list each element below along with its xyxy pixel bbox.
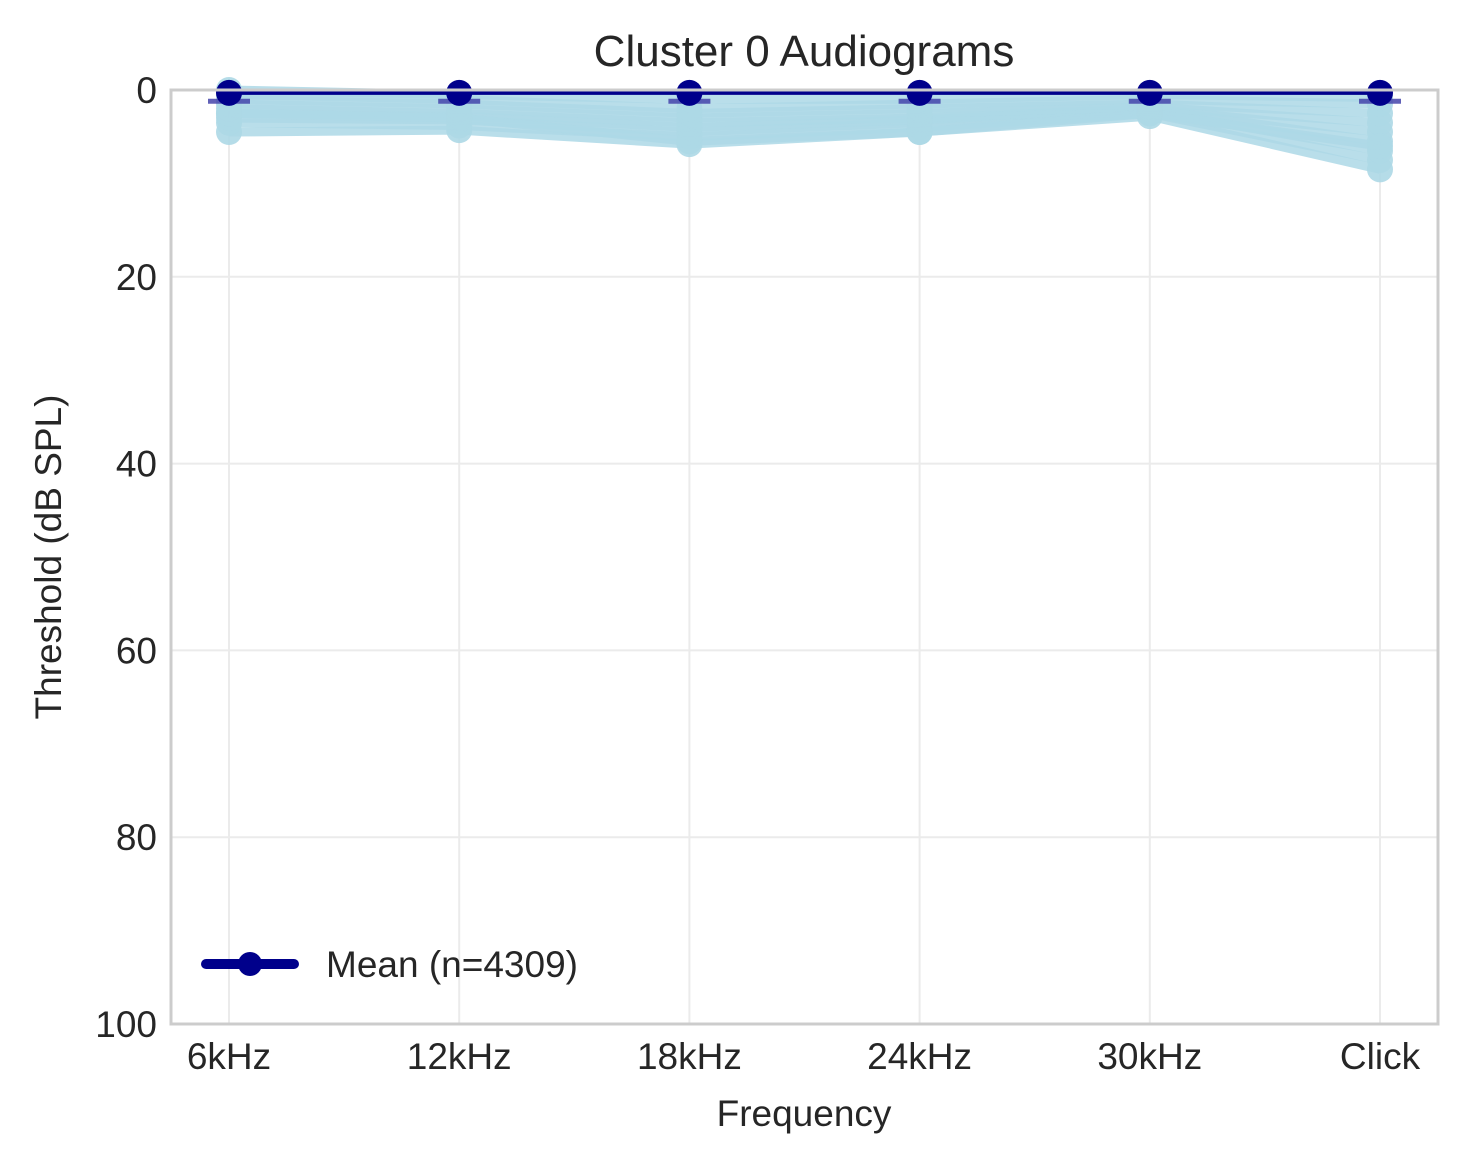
y-tick-label: 80 — [116, 817, 157, 858]
mean-point — [1367, 79, 1393, 106]
mean-point — [676, 79, 703, 106]
x-tick-label: 30kHz — [1097, 1036, 1202, 1077]
individual-line — [228, 108, 1381, 151]
x-tick-label: 24kHz — [867, 1036, 972, 1077]
plot-frame — [169, 88, 1440, 1026]
x-tick-label: 12kHz — [407, 1036, 512, 1077]
mean-point — [906, 79, 933, 106]
legend: Mean (n=4309) — [201, 944, 578, 985]
y-tick-label: 20 — [116, 257, 157, 298]
y-axis-label: Threshold (dB SPL) — [28, 395, 69, 720]
y-tick-label: 100 — [95, 1004, 157, 1045]
individual-point — [1136, 100, 1163, 127]
x-tick-label: Click — [1340, 1036, 1421, 1077]
x-tick-label: 6kHz — [187, 1036, 271, 1077]
individual-point — [676, 128, 703, 155]
mean-point — [446, 79, 473, 106]
y-tick-label: 60 — [116, 630, 157, 671]
chart-title: Cluster 0 Audiograms — [594, 27, 1015, 76]
x-axis-label: Frequency — [717, 1093, 892, 1134]
legend-label-mean: Mean (n=4309) — [326, 944, 578, 985]
y-tick-label: 0 — [136, 70, 157, 111]
individual-point — [1367, 133, 1393, 160]
individual-point — [446, 105, 473, 132]
individual-line — [228, 90, 1381, 114]
individual-point — [216, 100, 242, 127]
x-tick-label: 18kHz — [637, 1036, 742, 1077]
y-ticks: 0 20 40 60 80 100 — [95, 70, 157, 1045]
legend-marker-swatch — [238, 952, 262, 976]
mean-point — [216, 79, 242, 106]
x-ticks: 6kHz 12kHz 18kHz 24kHz 30kHz Click — [187, 1036, 1421, 1077]
mean-point — [1136, 79, 1163, 106]
individual-audiograms — [216, 77, 1393, 183]
grid — [171, 89, 1438, 1025]
y-tick-label: 40 — [116, 444, 157, 485]
individual-point — [906, 119, 933, 146]
mean-audiogram — [208, 79, 1401, 106]
individual-line — [228, 94, 1381, 118]
